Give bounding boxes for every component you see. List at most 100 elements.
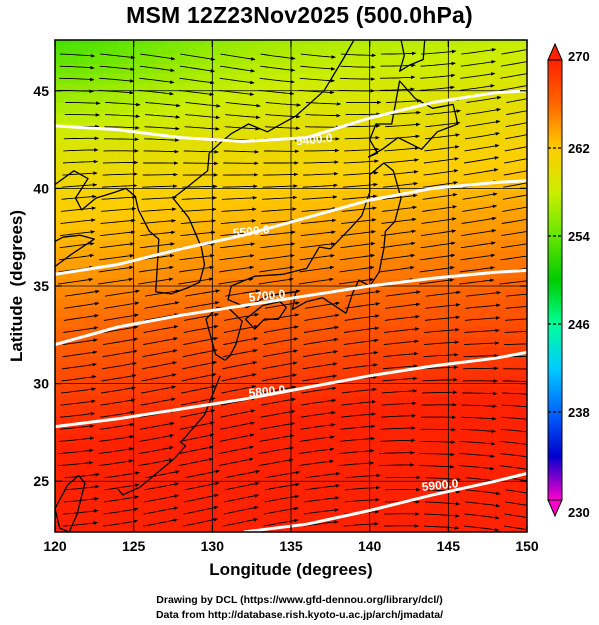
wind-vector: [303, 160, 339, 164]
wind-vector: [98, 277, 134, 285]
wind-vector: [500, 440, 527, 445]
wind-vector: [102, 337, 139, 346]
wind-vector: [343, 522, 380, 527]
wind-vector: [99, 65, 135, 71]
wind-vector: [421, 49, 457, 55]
wind-vector: [259, 434, 295, 442]
y-tick-label: 25: [33, 473, 49, 489]
wind-vector: [461, 48, 497, 55]
wind-vector: [299, 435, 335, 442]
wind-vector: [180, 53, 216, 61]
wind-vector: [343, 338, 379, 346]
wind-vector: [219, 77, 255, 85]
wind-vector: [340, 53, 377, 58]
wind-vector: [184, 126, 220, 131]
wind-vector: [505, 122, 527, 128]
wind-vector: [62, 338, 98, 346]
wind-vector: [501, 416, 527, 420]
wind-vector: [100, 410, 136, 418]
wind-vector: [264, 126, 301, 130]
wind-vector: [62, 171, 98, 176]
wind-vector: [185, 102, 221, 108]
wind-vector: [104, 471, 140, 479]
wind-vector: [304, 301, 341, 309]
wind-vector: [262, 349, 299, 358]
wind-vector: [383, 339, 420, 346]
wind-vector: [142, 349, 178, 358]
wind-vector: [183, 150, 220, 154]
credit-data-source: Data from http://database.rish.kyoto-u.a…: [155, 609, 444, 621]
wind-vector: [222, 361, 258, 370]
wind-vector: [464, 341, 500, 346]
wind-vector: [101, 374, 137, 382]
wind-vector: [220, 53, 256, 61]
wind-vector: [459, 465, 495, 471]
wind-vector: [103, 507, 139, 515]
wind-vector: [299, 447, 335, 454]
wind-vector: [102, 349, 138, 358]
wind-vector: [62, 159, 99, 164]
wind-vector: [224, 126, 261, 131]
wind-vector: [61, 375, 97, 382]
wind-vector: [62, 521, 99, 527]
wind-vector: [58, 277, 94, 285]
wind-vector: [141, 207, 177, 212]
wind-vector: [141, 195, 178, 200]
wind-vector: [298, 459, 335, 467]
wind-vector: [261, 397, 297, 406]
wind-vector: [301, 218, 337, 224]
wind-vector: [423, 157, 460, 164]
wind-vector: [340, 65, 376, 69]
wind-vector: [62, 350, 98, 358]
wind-vector: [102, 519, 139, 527]
wind-vector: [379, 87, 415, 92]
wind-vector: [345, 289, 381, 297]
wind-vector: [61, 194, 97, 200]
wind-vector: [143, 325, 179, 333]
wind-vector: [420, 73, 456, 79]
wind-vector: [183, 517, 219, 527]
wind-vector: [422, 181, 459, 188]
wind-vector: [420, 253, 456, 261]
wind-vector: [345, 302, 381, 309]
wind-vector: [64, 301, 100, 309]
wind-vector: [178, 265, 215, 273]
wind-vector: [499, 465, 527, 470]
wind-vector: [504, 330, 527, 333]
wind-vector: [303, 337, 339, 346]
wind-vector: [299, 265, 335, 273]
wind-vector: [225, 114, 261, 120]
wind-vector: [184, 493, 220, 503]
wind-vector: [380, 63, 416, 68]
wind-vector: [299, 253, 335, 261]
wind-vector: [60, 218, 96, 224]
y-tick-label: 30: [33, 376, 49, 392]
wind-vector: [143, 337, 179, 346]
wind-vector: [502, 206, 527, 212]
wind-vector: [301, 206, 337, 212]
wind-vector: [460, 60, 496, 67]
wind-vector: [345, 485, 381, 491]
wind-vector: [464, 132, 501, 140]
wind-vector: [261, 207, 297, 212]
wind-vector: [341, 206, 378, 212]
wind-vector: [381, 217, 417, 224]
wind-vector: [423, 525, 460, 530]
wind-vector: [465, 108, 502, 116]
contour-line: [55, 350, 527, 429]
wind-vector: [219, 242, 256, 249]
wind-vector: [504, 513, 527, 518]
wind-vector: [225, 102, 261, 108]
map-plot-area[interactable]: 5400.0 5500.0 5700.0 5800.0 5900.0: [52, 34, 541, 532]
wind-vector: [499, 453, 527, 458]
wind-vector: [183, 324, 219, 333]
wind-vector: [339, 436, 376, 442]
wind-vector: [60, 399, 96, 406]
wind-vector: [219, 89, 255, 96]
wind-vector: [223, 337, 259, 346]
wind-vector: [139, 421, 175, 430]
wind-vector: [343, 171, 379, 176]
wind-vector: [380, 438, 416, 443]
wind-vector: [101, 183, 138, 188]
wind-vector: [225, 469, 261, 479]
